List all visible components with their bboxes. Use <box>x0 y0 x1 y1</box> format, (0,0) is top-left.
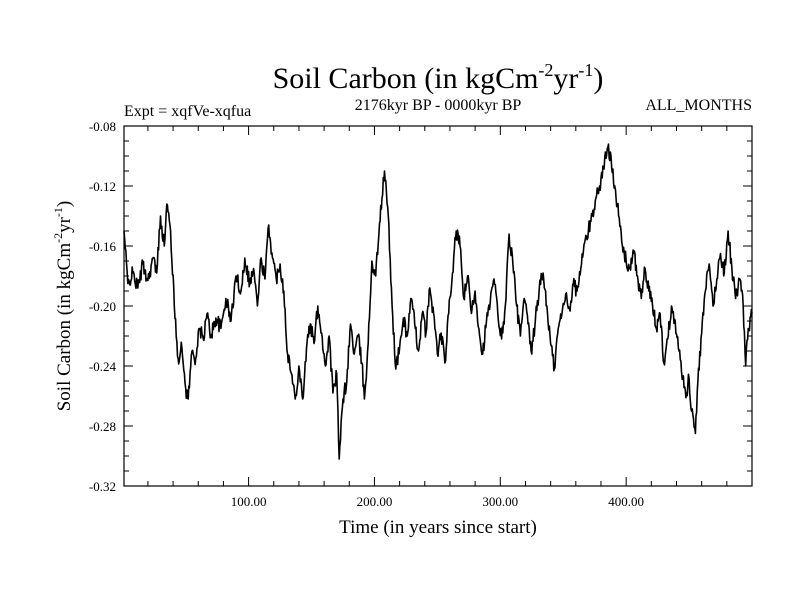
x-tick-label: 200.00 <box>357 494 393 509</box>
y-tick-label: -0.12 <box>89 179 116 194</box>
x-tick-label: 300.00 <box>482 494 518 509</box>
x-tick-label: 100.00 <box>231 494 267 509</box>
period-label: 2176kyr BP - 0000kyr BP <box>355 97 522 114</box>
soil-carbon-series-line <box>123 143 753 460</box>
experiment-label: Expt = xqfVe-xqfua <box>124 103 251 120</box>
plot-frame <box>123 125 753 487</box>
tick-layer: -0.08 -0.12 -0.16 -0.20 -0.24 -0.28 -0.32 100.0… <box>89 119 753 509</box>
y-tick-label: -0.16 <box>89 239 117 254</box>
y-tick-label: -0.08 <box>89 119 116 134</box>
x-axis-label: Time (in years since start) <box>339 517 537 538</box>
y-tick-label: -0.28 <box>89 419 116 434</box>
chart-title: Soil Carbon (in kgCm-2yr-1) <box>273 60 604 95</box>
y-axis-label: Soil Carbon (in kgCm-2yr-1) <box>51 201 75 412</box>
months-label: ALL_MONTHS <box>645 97 752 114</box>
y-tick-label: -0.32 <box>89 479 116 494</box>
x-tick-label: 400.00 <box>608 494 644 509</box>
y-tick-label: -0.24 <box>89 359 117 374</box>
y-tick-label: -0.20 <box>89 299 116 314</box>
